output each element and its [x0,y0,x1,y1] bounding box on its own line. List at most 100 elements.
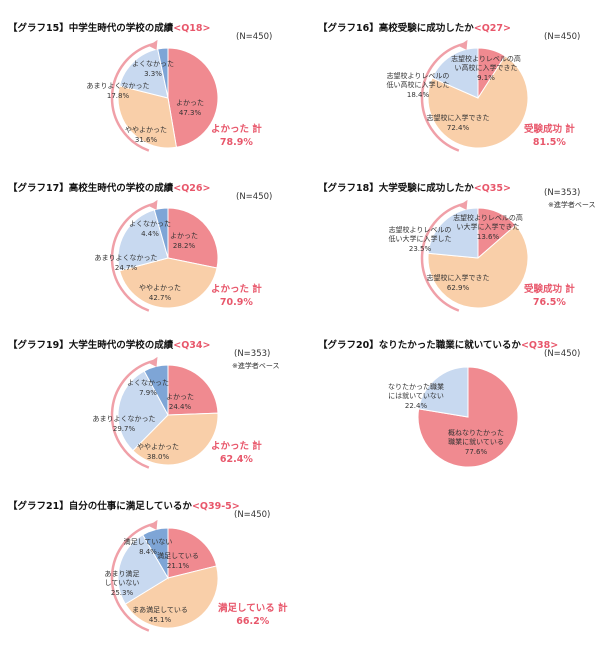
chart-question-code: <Q34> [173,340,211,351]
chart-panel-g18: 【グラフ18】大学受験に成功したか<Q35> (N=353) ※進学者ベース 志望校よ… [318,180,608,338]
pie-chart-svg: よかった 24.4% ややよかった 38.0% あまりよくなかった 29.7% よくなかった… [93,356,219,469]
cumulative-arrow-arc [110,202,154,312]
slice-label-3: よくなかった [132,60,174,68]
chart-title-text: 【グラフ21】自分の仕事に満足しているか [8,501,192,512]
chart-panel-g19: 【グラフ19】大学生時代の学校の成績<Q34> (N=353) ※進学者ベース よかっ… [8,337,308,495]
pie-slice-3 [143,364,169,416]
total-label: 満足している 計 [218,603,288,614]
pie-slice-3 [153,207,169,259]
slice-value-3: 7.9% [139,389,157,397]
total-label: よかった 計 [211,284,262,295]
pie-slice-0 [167,527,218,579]
total-value: 62.4% [219,454,253,465]
sample-size-label: (N=450) [544,32,581,42]
sample-size-label: (N=450) [234,510,271,520]
pie-slice-2 [117,209,169,272]
slice-value-2: 25.3% [111,589,134,597]
chart-panel-g15: 【グラフ15】中学生時代の学校の成績<Q18> (N=450) よかった 47.3% や… [8,20,308,178]
slice-value-1: 45.1% [149,616,172,624]
slice-value-1: 72.4% [447,124,470,132]
slice-label-1: まあ満足している [132,606,188,614]
chart-title: 【グラフ18】大学受験に成功したか<Q35> [318,180,511,194]
cumulative-arrow-arc [110,359,154,469]
chart-title-text: 【グラフ17】高校生時代の学校の成績 [8,183,174,194]
pie-chart-svg: よかった 28.2% ややよかった 42.7% あまりよくなかった 24.7% よくなかった… [95,199,219,312]
slice-label-1: には就いていない [388,391,444,400]
cumulative-arrow-arc [110,42,154,152]
chart-title-text: 【グラフ15】中学生時代の学校の成績 [8,23,174,34]
total-value: 70.9% [219,297,253,308]
pie-slice-2 [117,534,169,605]
slice-value-1: 22.4% [405,402,428,410]
pie-slice-2 [117,370,169,452]
total-value: 81.5% [532,137,566,148]
pie-slice-2 [427,207,479,259]
pie-slice-3 [142,527,169,580]
cumulative-arrow-head [148,356,158,367]
slice-value-1: 42.7% [149,294,172,302]
pie-slice-1 [124,565,219,629]
slice-value-1: 38.0% [147,453,170,461]
slice-label-0: よかった [166,393,194,401]
slice-value-0: 28.2% [173,242,196,250]
slice-label-0: 概ねなりたかった [448,428,504,437]
pie-slice-2 [431,47,479,99]
chart-title: 【グラフ16】高校受験に成功したか<Q27> [318,20,511,34]
slice-value-1: 62.9% [447,284,470,292]
cumulative-arrow-arc [420,202,464,312]
pie-slice-1 [117,85,178,149]
slice-label-2: していない [105,579,140,587]
pie-slice-0 [167,47,219,148]
slice-value-2: 18.4% [407,91,430,99]
slice-label-1: 志望校に入学できた [427,113,490,122]
pie-slice-1 [119,257,218,309]
slice-label-3: よくなかった [129,220,171,228]
pie-slice-1 [418,366,469,418]
slice-label-0: 志望校よりレベルの高 [453,213,523,222]
chart-title-text: 【グラフ16】高校受験に成功したか [318,23,474,34]
sample-size-label: (N=450) [236,32,273,42]
chart-title: 【グラフ17】高校生時代の学校の成績<Q26> [8,180,210,194]
chart-title: 【グラフ20】なりたかった職業に就いているか<Q38> [318,337,558,351]
cumulative-arrow-head [458,199,468,210]
slice-label-2: 低い大学に入学した [389,234,452,243]
slice-value-2: 17.8% [107,92,130,100]
cumulative-arrow-arc [420,42,464,152]
slice-label-2: 低い高校に入学した [387,80,450,89]
slice-label-1: 志望校に入学できた [427,273,490,282]
chart-title-text: 【グラフ18】大学受験に成功したか [318,183,474,194]
total-value: 66.2% [236,616,270,627]
chart-title: 【グラフ15】中学生時代の学校の成績<Q18> [8,20,210,34]
slice-label-2: あまりよくなかった [87,82,150,90]
chart-panel-g16: 【グラフ16】高校受験に成功したか<Q27> (N=450) 志望校よりレベルの高い… [318,20,608,178]
pie-chart-svg: よかった 47.3% ややよかった 31.6% あまりよくなかった 17.8% よくなかった… [87,39,219,152]
total-summary: よかった 計 62.4% [211,440,262,466]
slice-label-0: い大学に入学できた [457,222,520,231]
pie-slice-1 [427,224,529,309]
slice-label-2: あまりよくなかった [95,254,158,262]
chart-question-code: <Q26> [173,183,211,194]
pie-slice-3 [157,47,169,99]
slice-label-1: なりたかった職業 [388,382,444,391]
slice-label-3: 満足していない [124,538,173,546]
chart-panel-g17: 【グラフ17】高校生時代の学校の成績<Q26> (N=450) よかった 28.2% や… [8,180,308,338]
cumulative-arrow-arc [110,522,154,632]
total-summary: 受験成功 計 76.5% [524,283,575,309]
slice-value-0: 47.3% [179,109,202,117]
slice-label-0: 満足している [157,552,199,560]
slice-value-2: 29.7% [113,425,136,433]
total-summary: よかった 計 70.9% [211,283,262,309]
total-label: 受験成功 計 [524,124,575,135]
chart-panel-g20: 【グラフ20】なりたかった職業に就いているか<Q38> (N=450) 概ねなりたか… [318,337,608,495]
slice-value-3: 8.4% [139,548,157,556]
base-note: ※進学者ベース [548,201,596,209]
slice-label-3: よくなかった [127,379,169,387]
chart-question-code: <Q39-5> [191,501,240,512]
slice-label-2: あまり満足 [105,570,140,578]
total-label: 受験成功 計 [524,284,575,295]
slice-value-0: 24.4% [169,403,192,411]
slice-label-1: ややよかった [125,126,167,134]
sample-size-label: (N=450) [236,192,273,202]
cumulative-arrow-head [148,519,158,530]
